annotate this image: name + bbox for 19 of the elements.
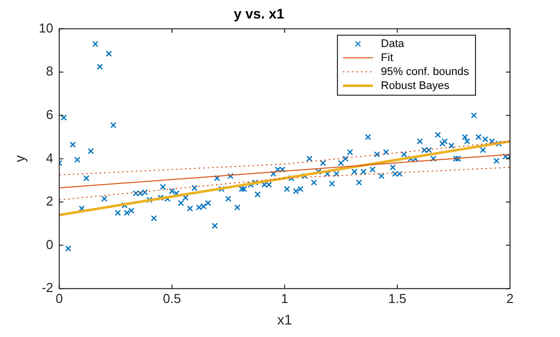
legend-label: Robust Bayes	[380, 80, 450, 92]
x-tick-label: 0	[56, 290, 63, 306]
y-tick-label: 4	[46, 150, 54, 166]
chart-title: y vs. x1	[234, 5, 285, 22]
y-tick-label: 6	[46, 106, 54, 122]
y-tick-label: -2	[42, 280, 54, 296]
y-tick-label: 2	[46, 194, 54, 209]
x-tick-label: 0.5	[162, 290, 181, 306]
x-tick-label: 1	[281, 290, 288, 306]
y-tick-label: 10	[38, 20, 54, 36]
y-tick-label: 0	[46, 236, 54, 252]
legend-label: Data	[380, 38, 406, 50]
y-axis-title: y	[11, 155, 28, 162]
x-axis-title: x1	[277, 311, 292, 328]
legend-label: 95% conf. bounds	[380, 66, 470, 78]
x-tick-label: 2	[506, 290, 514, 306]
x-tick-label: 1.5	[388, 290, 406, 306]
y-tick-label: 8	[46, 64, 54, 79]
legend-label: Fit	[380, 52, 394, 64]
